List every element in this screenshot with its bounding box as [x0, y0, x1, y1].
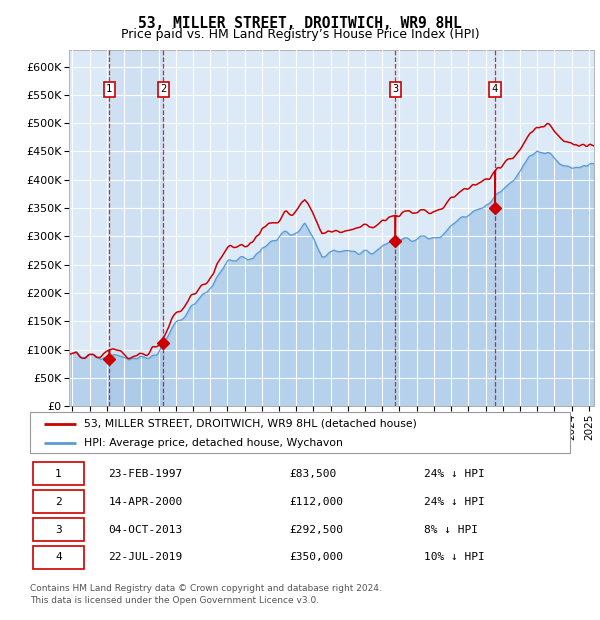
- Text: 8% ↓ HPI: 8% ↓ HPI: [424, 525, 478, 534]
- Text: 2: 2: [160, 84, 166, 94]
- Text: 24% ↓ HPI: 24% ↓ HPI: [424, 469, 485, 479]
- Bar: [33, 518, 84, 541]
- Text: £350,000: £350,000: [289, 552, 343, 562]
- Text: 53, MILLER STREET, DROITWICH, WR9 8HL (detached house): 53, MILLER STREET, DROITWICH, WR9 8HL (d…: [84, 418, 417, 428]
- Text: 2: 2: [55, 497, 62, 507]
- Text: 4: 4: [55, 552, 62, 562]
- Bar: [109, 50, 163, 406]
- Text: £83,500: £83,500: [289, 469, 337, 479]
- Bar: [33, 490, 84, 513]
- Text: 23-FEB-1997: 23-FEB-1997: [108, 469, 182, 479]
- Text: 1: 1: [55, 469, 62, 479]
- Text: 4: 4: [492, 84, 498, 94]
- Text: Price paid vs. HM Land Registry’s House Price Index (HPI): Price paid vs. HM Land Registry’s House …: [121, 28, 479, 41]
- Text: 1: 1: [106, 84, 112, 94]
- Bar: [33, 546, 84, 569]
- Text: HPI: Average price, detached house, Wychavon: HPI: Average price, detached house, Wych…: [84, 438, 343, 448]
- Text: 24% ↓ HPI: 24% ↓ HPI: [424, 497, 485, 507]
- Text: 10% ↓ HPI: 10% ↓ HPI: [424, 552, 485, 562]
- Text: £292,500: £292,500: [289, 525, 343, 534]
- Text: 04-OCT-2013: 04-OCT-2013: [108, 525, 182, 534]
- Bar: [33, 463, 84, 485]
- Text: 14-APR-2000: 14-APR-2000: [108, 497, 182, 507]
- Text: 22-JUL-2019: 22-JUL-2019: [108, 552, 182, 562]
- Text: Contains HM Land Registry data © Crown copyright and database right 2024.
This d: Contains HM Land Registry data © Crown c…: [30, 584, 382, 605]
- Text: 53, MILLER STREET, DROITWICH, WR9 8HL: 53, MILLER STREET, DROITWICH, WR9 8HL: [138, 16, 462, 30]
- Text: 3: 3: [55, 525, 62, 534]
- Text: 3: 3: [392, 84, 398, 94]
- Text: £112,000: £112,000: [289, 497, 343, 507]
